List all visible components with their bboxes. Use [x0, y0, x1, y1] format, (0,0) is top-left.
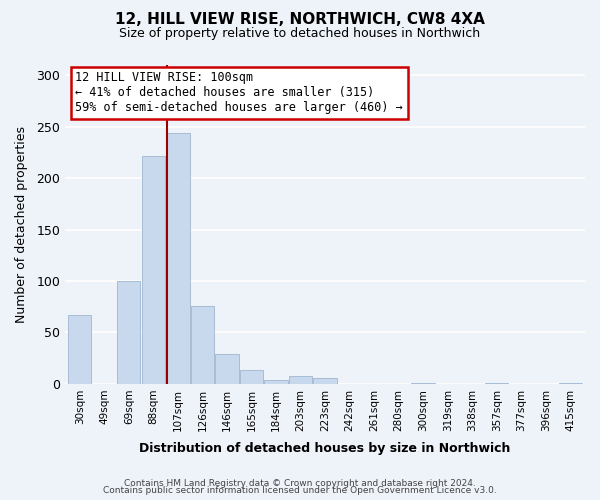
Bar	[215, 354, 239, 384]
Bar	[68, 315, 91, 384]
Bar	[265, 380, 287, 384]
Bar	[412, 383, 435, 384]
Bar	[313, 378, 337, 384]
Bar	[166, 133, 190, 384]
Text: 12 HILL VIEW RISE: 100sqm
← 41% of detached houses are smaller (315)
59% of semi: 12 HILL VIEW RISE: 100sqm ← 41% of detac…	[76, 72, 403, 114]
Text: Size of property relative to detached houses in Northwich: Size of property relative to detached ho…	[119, 28, 481, 40]
Bar	[142, 156, 165, 384]
Bar	[559, 383, 582, 384]
Text: Contains public sector information licensed under the Open Government Licence v3: Contains public sector information licen…	[103, 486, 497, 495]
X-axis label: Distribution of detached houses by size in Northwich: Distribution of detached houses by size …	[139, 442, 511, 455]
Text: Contains HM Land Registry data © Crown copyright and database right 2024.: Contains HM Land Registry data © Crown c…	[124, 478, 476, 488]
Bar	[485, 383, 508, 384]
Bar	[289, 376, 312, 384]
Bar	[191, 306, 214, 384]
Bar	[117, 281, 140, 384]
Y-axis label: Number of detached properties: Number of detached properties	[15, 126, 28, 323]
Text: 12, HILL VIEW RISE, NORTHWICH, CW8 4XA: 12, HILL VIEW RISE, NORTHWICH, CW8 4XA	[115, 12, 485, 28]
Bar	[240, 370, 263, 384]
